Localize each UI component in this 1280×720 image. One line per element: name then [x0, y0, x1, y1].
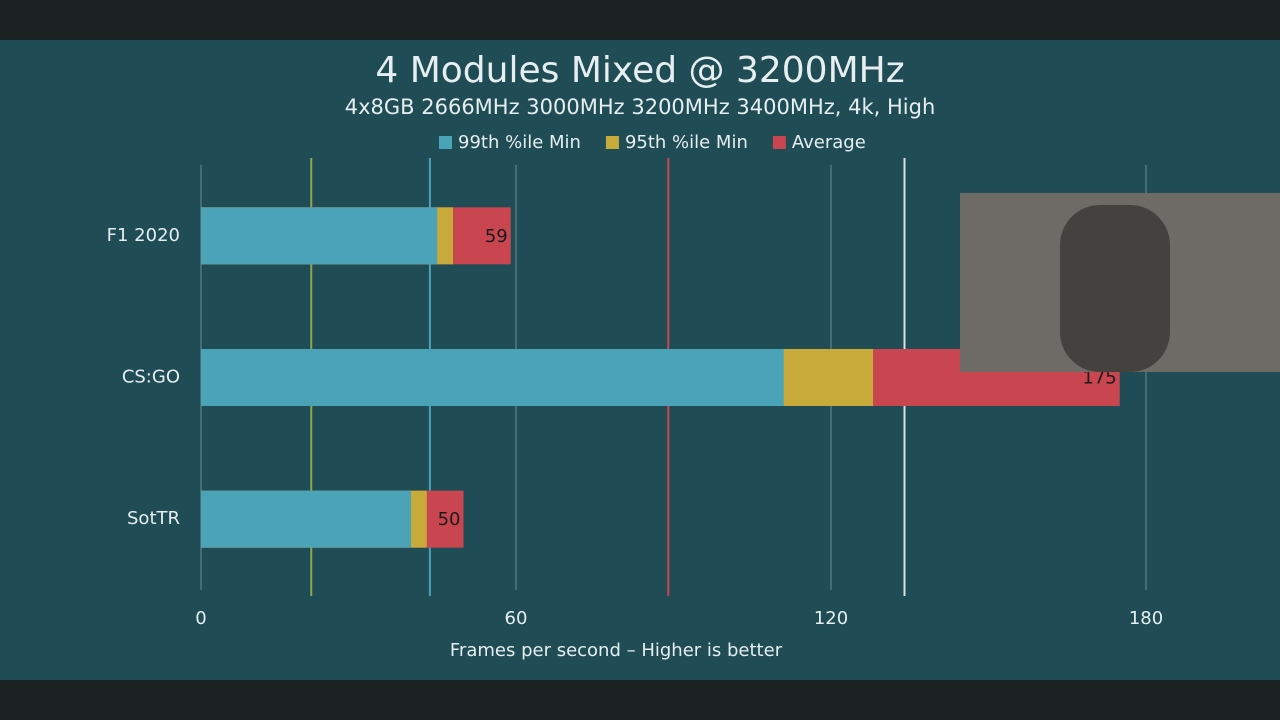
bar: [201, 349, 784, 406]
legend-swatch: [772, 136, 786, 149]
y-tick-label: F1 2020: [107, 225, 180, 246]
data-label: 50: [438, 509, 461, 530]
legend-label: 95th %ile Min: [625, 132, 748, 153]
legend-label: Average: [792, 132, 866, 153]
x-tick-label: 120: [814, 608, 848, 629]
bar: [201, 490, 411, 548]
bar: [201, 207, 438, 265]
y-tick-label: CS:GO: [122, 367, 180, 388]
data-label: 175: [1082, 368, 1116, 389]
x-tick-label: 180: [1129, 608, 1163, 629]
legend-swatch: [439, 136, 452, 149]
x-tick-label: 60: [505, 608, 528, 629]
x-tick-label: 0: [195, 608, 206, 629]
legend-label: 99th %ile Min: [458, 132, 581, 153]
webcam-person: [1060, 205, 1170, 372]
chart-title: 4 Modules Mixed @ 3200MHz: [375, 50, 904, 91]
top-bar: [0, 0, 1280, 40]
x-axis-label: Frames per second – Higher is better: [450, 640, 783, 661]
y-tick-label: SotTR: [127, 508, 180, 529]
bottom-bar: [0, 680, 1280, 720]
legend-swatch: [605, 136, 619, 149]
plot: 0 60 120 180 F1 2020 59 CS:GO 175 SotTR 50 99th %i…: [107, 132, 1164, 629]
chart-subtitle: 4x8GB 2666MHz 3000MHz 3200MHz 3400MHz, 4…: [345, 95, 936, 119]
data-label: 59: [485, 226, 508, 247]
